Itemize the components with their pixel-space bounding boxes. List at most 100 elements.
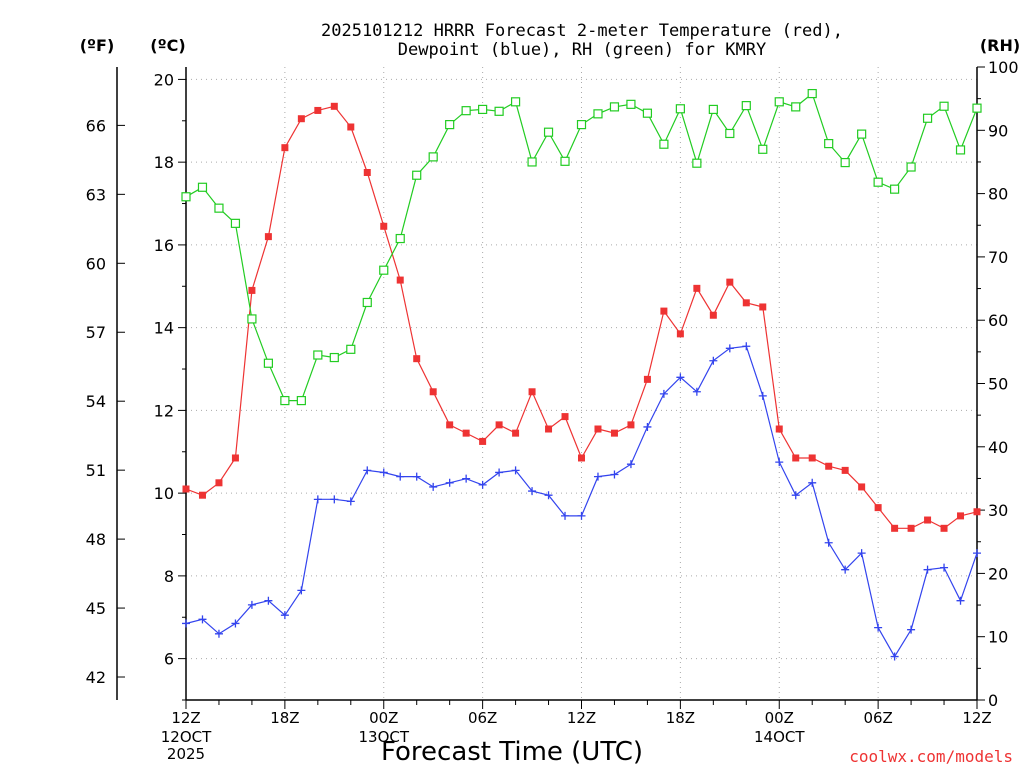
rh-point [181,192,191,202]
fahrenheit-tick-label: 66 [86,116,106,135]
dewpoint-point [643,422,652,431]
rh-point [313,350,323,360]
celsius-tick-label: 18 [154,153,174,172]
temperature-point [693,284,701,292]
dewpoint-point [692,387,701,396]
dewpoint-point [478,480,487,489]
x-tick-label: 12Z [171,709,200,727]
temperature-point [709,311,717,319]
temperature-point [314,106,322,114]
dewpoint-point [841,565,850,574]
temperature-point [808,454,816,462]
rh-point [675,104,685,114]
rh-point [857,129,867,139]
dewpoint-point [363,466,372,475]
rh-point [708,104,718,115]
dewpoint-point [857,549,866,558]
dewpoint-point [676,373,685,382]
rh-point [560,156,570,166]
rh-point [214,203,224,213]
rh-point [741,101,751,111]
dewpoint-point [890,652,899,661]
right-unit-rh: (RH) [980,36,1020,55]
rh-point [692,158,702,168]
temperature-point [495,421,503,429]
fahrenheit-tick-label: 54 [86,392,106,411]
rh-point [263,358,273,368]
x-tick-label: 12Z [567,709,596,727]
left-unit-celsius: (ºC) [150,36,185,55]
temperature-point [742,299,750,307]
x-date-label: 14OCT [754,728,805,746]
rh-tick-label: 70 [988,248,1008,267]
dewpoint-point [973,549,981,558]
chart-title-line2: Dewpoint (blue), RH (green) for KMRY [398,40,766,60]
rh-point [593,109,603,119]
x-tick-label: 00Z [765,709,794,727]
rh-point [445,120,455,130]
rh-point [824,138,834,149]
x-tick-label: 12Z [962,709,991,727]
rh-point [527,157,537,167]
y-axis-fahrenheit: 42 45 48 51 54 57 60 63 66 [86,116,125,687]
dewpoint-point [709,356,718,365]
dewpoint-point [940,563,949,572]
chart-title-line1: 2025101212 HRRR Forecast 2-meter Tempera… [321,21,843,41]
celsius-tick-label: 14 [154,319,174,338]
temperature-point [924,516,932,524]
fahrenheit-tick-label: 51 [86,461,106,480]
dewpoint-point [626,460,635,469]
fahrenheit-tick-label: 57 [86,323,106,342]
dewpoint-point [264,596,273,605]
temperature-point [182,485,190,493]
rh-point [939,101,949,111]
rh-point [543,127,554,137]
rh-point [412,170,422,180]
rh-tick-label: 30 [988,501,1008,520]
rh-point [247,314,257,324]
rh-tick-label: 0 [988,691,998,710]
temperature-point [726,278,734,286]
credit-text: coolwx.com/models [849,747,1013,766]
rh-point [576,120,587,130]
rh-point [659,139,669,149]
temperature-point [479,437,487,445]
temperature-point [578,454,585,462]
temperature-point [594,425,602,433]
celsius-tick-label: 20 [154,70,174,89]
rh-point [510,97,521,107]
celsius-tick-label: 12 [154,401,174,420]
dewpoint-point [742,342,751,351]
rh-point [461,106,471,116]
dewpoint-point [297,586,306,595]
fahrenheit-tick-label: 63 [86,185,106,204]
rh-point [494,106,504,116]
rh-tick-label: 100 [988,58,1019,77]
temperature-point [775,425,783,433]
dewpoint-point [313,495,322,504]
temperature-point [561,413,569,421]
temperature-point [264,233,272,241]
dewpoint-point [429,482,438,491]
temperature-point [330,102,338,110]
temperature-point [512,429,520,437]
temperature-point [676,330,684,338]
dewpoint-point [528,487,537,496]
temperature-point [858,483,866,491]
rh-point [840,157,850,168]
dewpoint-point [791,491,800,500]
dewpoint-point [561,511,570,520]
temperature-point [874,504,882,512]
x-tick-label: 00Z [369,709,398,727]
dewpoint-point [577,511,586,520]
rh-tick-label: 20 [988,564,1008,583]
rh-point [626,99,636,109]
dewpoint-point [923,565,932,574]
rh-point [906,162,916,172]
temperature-point [841,466,849,474]
fahrenheit-tick-label: 48 [86,530,106,549]
temperature-point [660,307,668,315]
x-date-label: 13OCT [358,728,409,746]
rh-point [758,144,768,154]
